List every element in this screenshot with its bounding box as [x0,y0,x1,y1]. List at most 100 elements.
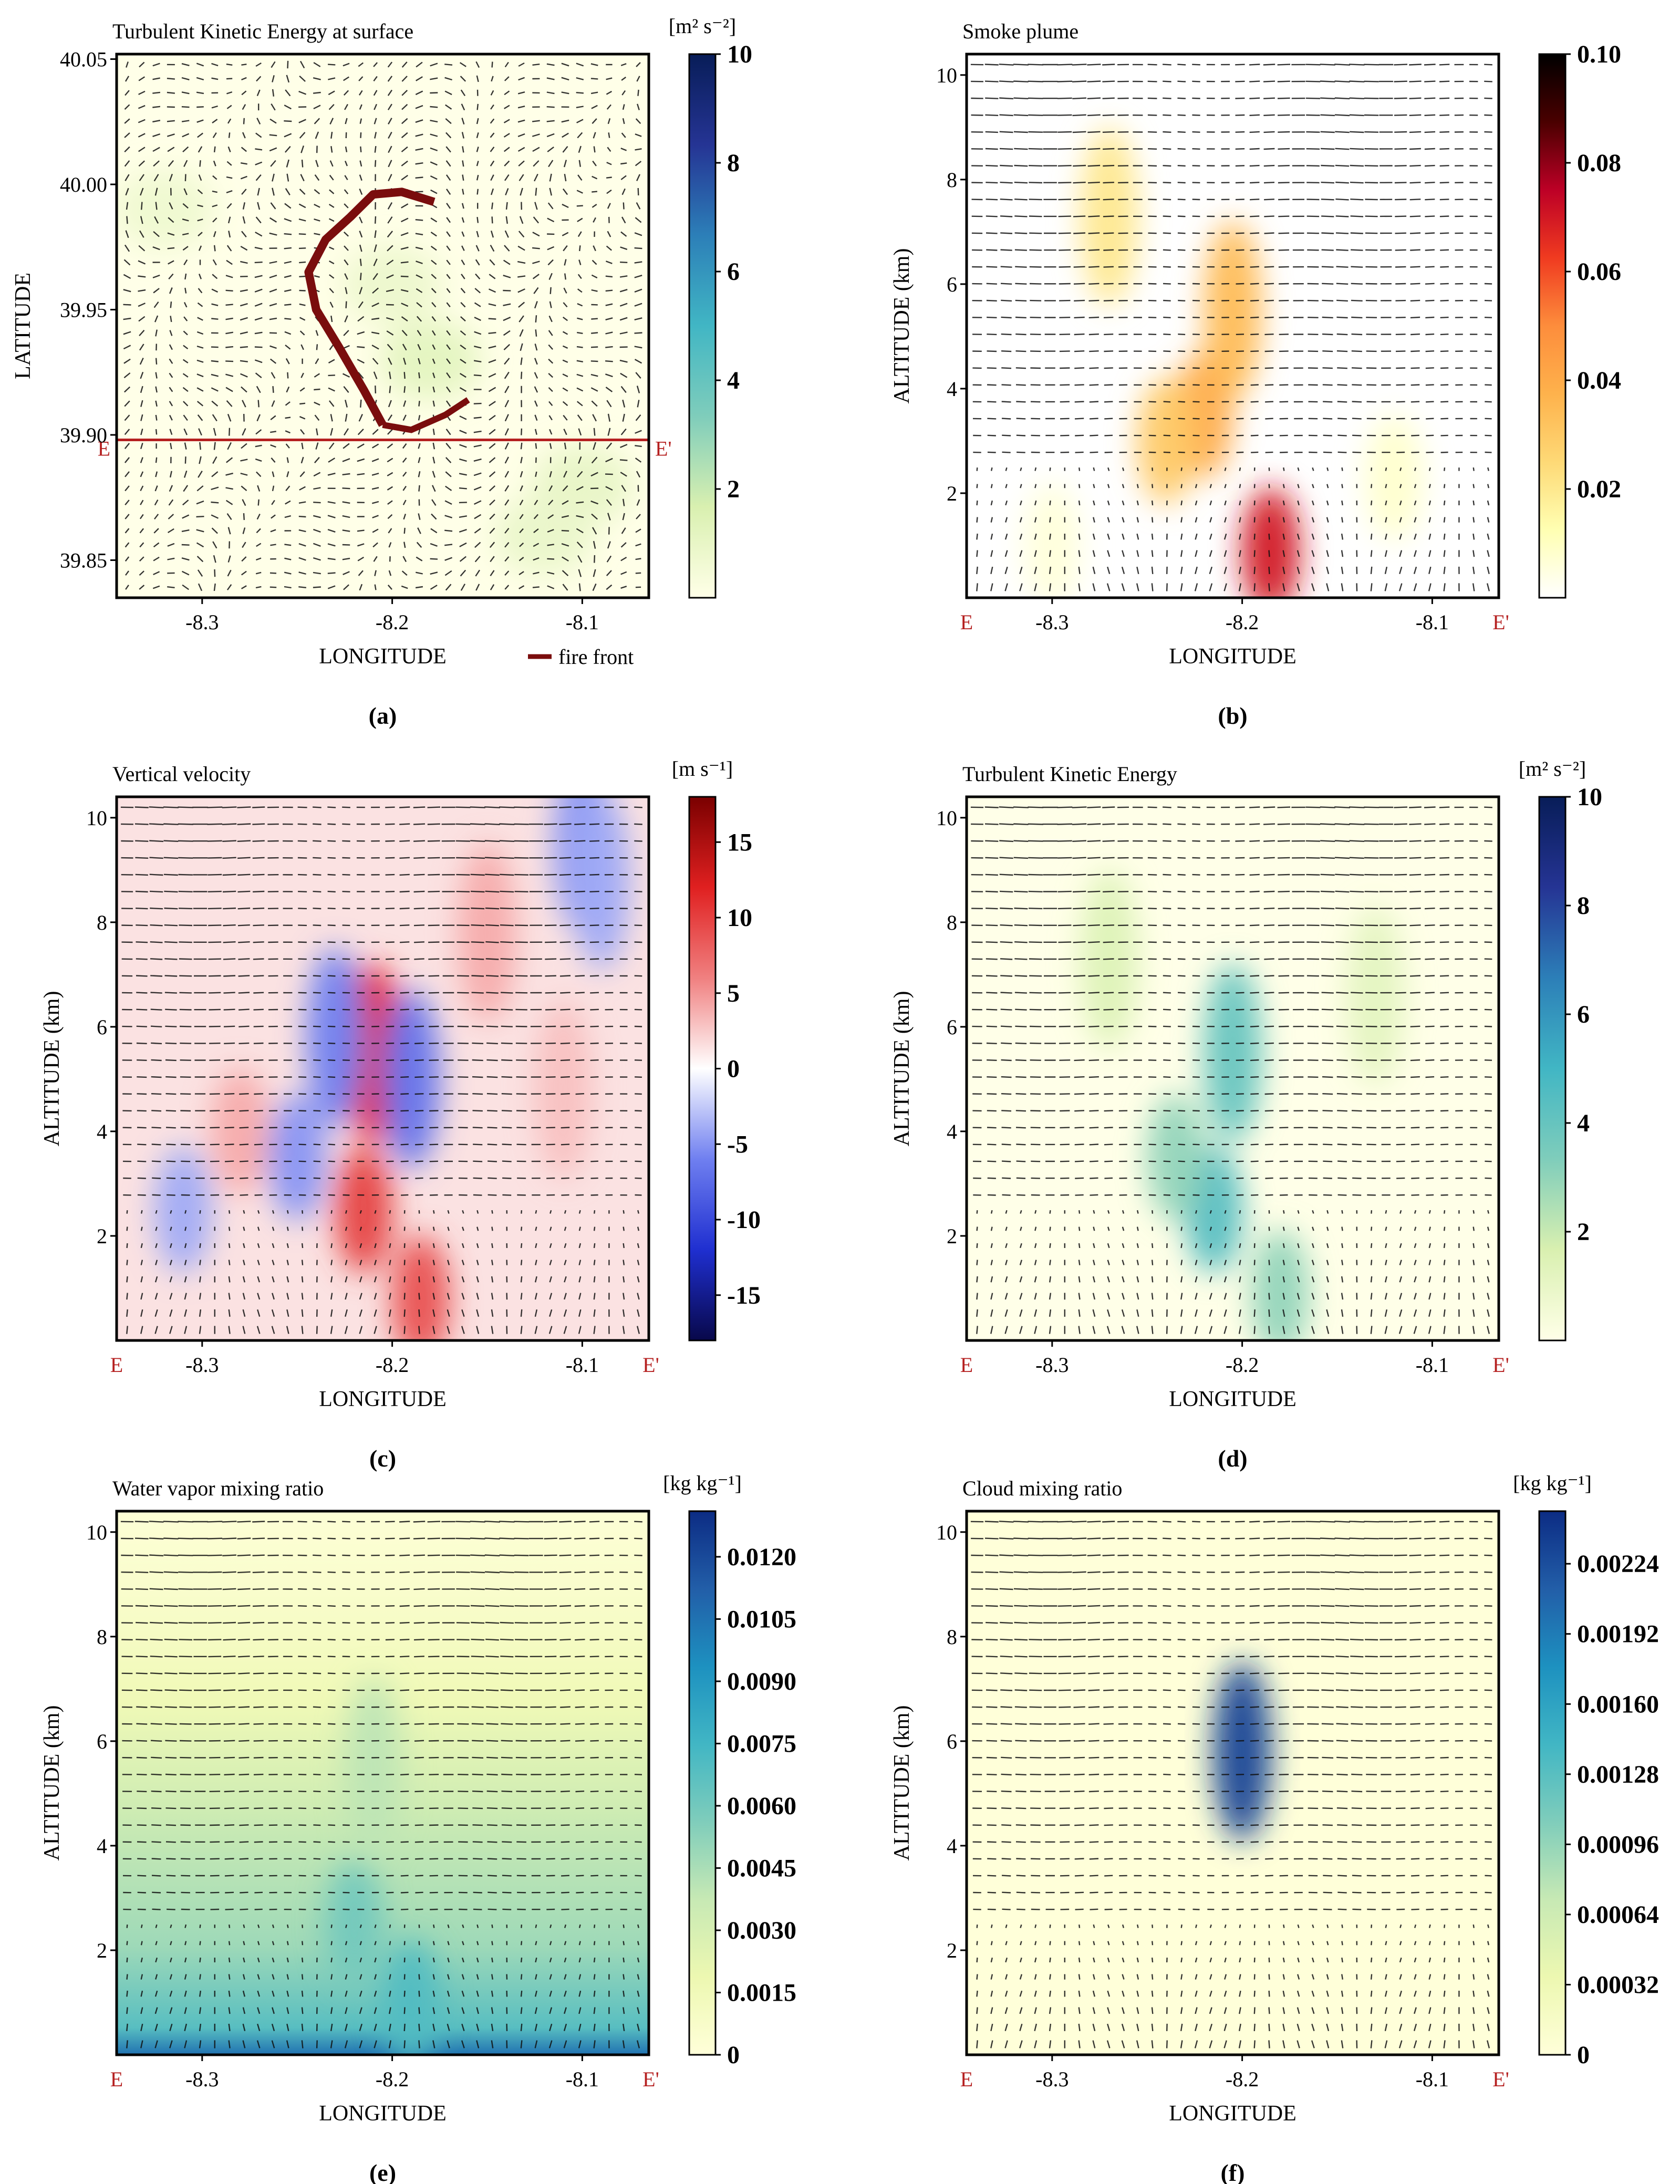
colorbar-tick-label: 0.0060 [727,1792,796,1820]
colorbar-tick-label: 0.08 [1577,149,1621,177]
field-blob-11 [534,1000,593,1179]
field-layer [970,64,1492,598]
x-tick-label: -8.3 [185,610,219,634]
y-tick-label: 39.95 [60,298,107,321]
y-tick-label: 6 [97,1730,107,1753]
section-label-left: E [98,437,110,461]
x-tick-label: -8.2 [376,1353,409,1377]
colorbar [1538,53,1567,599]
colorbar-tick-label: 0.00096 [1577,1831,1659,1858]
field-blob-1 [1204,221,1262,400]
colorbar-tick-label: 4 [1577,1109,1590,1137]
field-layer [117,60,649,591]
colorbar-tick-label: 10 [727,40,752,68]
y-tick-label: 2 [97,1224,107,1248]
x-axis-label: LONGITUDE [319,2102,447,2126]
y-tick-label: 8 [947,168,957,192]
wind-vectors [970,64,1492,591]
field-blob-3 [117,170,214,249]
panel-e: Water vapor mixing ratio -8.3 -8.2 -8.1 2 4 6 8… [40,1471,796,2184]
x-tick-label: -8.2 [376,2067,409,2091]
wind-vectors [123,60,642,591]
y-tick-label: 6 [947,1730,957,1753]
field-blob-0 [380,320,480,399]
y-tick-label: 2 [947,1224,957,1248]
field-blob-2 [391,1235,450,1340]
fire-front-tail [382,397,470,433]
x-tick-label: -8.2 [1226,610,1259,634]
field-blob-9 [458,843,516,1022]
x-tick-label: -8.1 [1416,610,1449,634]
colorbar-tick-label: 0.0030 [727,1917,796,1944]
panel-title: Water vapor mixing ratio [112,1476,324,1500]
end-label-left: E [960,1353,973,1377]
wind-arrows [970,64,1492,591]
colorbar-tick-label: 0.06 [1577,258,1621,286]
x-axis-label: LONGITUDE [1169,1387,1297,1411]
end-label-right: E' [1492,2067,1509,2091]
x-axis-label: LONGITUDE [1169,644,1297,669]
field-blob-1 [335,1147,393,1273]
y-tick-label: 6 [947,1015,957,1039]
colorbar-tick-label: 0.0075 [727,1730,796,1757]
field-blob-4 [382,990,440,1169]
colorbar-tick-label: 0.0045 [727,1854,796,1882]
y-axis-label: ALTITUDE (km) [890,248,914,404]
x-tick-label: -8.3 [1035,2067,1069,2091]
colorbar-tick-label: 2 [727,475,740,503]
colorbar-tick-label: 0.00128 [1577,1761,1659,1788]
end-label-right: E' [1492,1353,1509,1377]
colorbar-unit: [m² s⁻²] [1519,757,1586,781]
x-tick-label: -8.1 [566,1353,599,1377]
colorbar-tick-label: 2 [1577,1218,1590,1246]
panel-title: Turbulent Kinetic Energy at surface [112,19,413,43]
x-tick-label: -8.1 [1416,1353,1449,1377]
y-tick-label: 8 [947,911,957,934]
colorbar-tick-label: 0.0015 [727,1979,796,2006]
x-tick-label: -8.1 [566,2067,599,2091]
plot-frame [115,53,650,599]
end-label-left: E [960,610,973,634]
y-tick-label: 10 [936,806,957,830]
colorbar-tick-label: 0.0090 [727,1668,796,1696]
field-blob-0 [325,1861,383,1988]
wind-arrows [120,1521,642,2048]
fire-front-line [304,188,435,427]
wind-vectors [970,806,1492,1334]
panel-c: Vertical velocity -8.3 -8.2 -8.1 2 4 6 8 10 E E' LO… [40,757,761,1472]
panel-label: (e) [369,2159,396,2184]
field-blob-4 [494,495,595,575]
field-blobs [325,1678,440,2055]
end-label-left: E [960,2067,973,2091]
field-blob-2 [382,1939,440,2055]
x-tick-label: -8.3 [1035,1353,1069,1377]
wind-arrows [120,806,642,1334]
plot-frame [965,1510,1500,2056]
panel-label: (d) [1218,1445,1247,1472]
y-tick-label: 39.90 [60,423,107,447]
field-blobs [1213,1662,1271,1841]
x-axis-label: LONGITUDE [1169,2102,1297,2126]
colorbar-tick-label: 10 [727,904,752,932]
field-blob-6 [1023,482,1081,598]
panel-label: (f) [1221,2159,1245,2184]
y-tick-label: 8 [97,1625,107,1649]
y-tick-label: 2 [97,1939,107,1962]
x-tick-label: -8.2 [376,610,409,634]
wind-vectors [970,1521,1492,2048]
y-tick-label: 6 [947,273,957,296]
colorbar-tick-label: -15 [727,1282,761,1309]
field-blob-0 [1204,963,1262,1142]
end-label-left: E [110,1353,123,1377]
field-blobs [1023,127,1424,598]
panel-title: Smoke plume [962,19,1078,43]
field-blob-0 [1213,1662,1271,1841]
field-blob-2 [1137,378,1195,504]
y-axis-label: ALTITUDE (km) [890,991,914,1147]
wind-vectors [120,1521,642,2048]
colorbar-tick-label: 6 [727,258,740,286]
x-tick-label: -8.3 [185,1353,219,1377]
y-tick-label: 2 [947,1939,957,1962]
y-tick-label: 8 [947,1625,957,1649]
